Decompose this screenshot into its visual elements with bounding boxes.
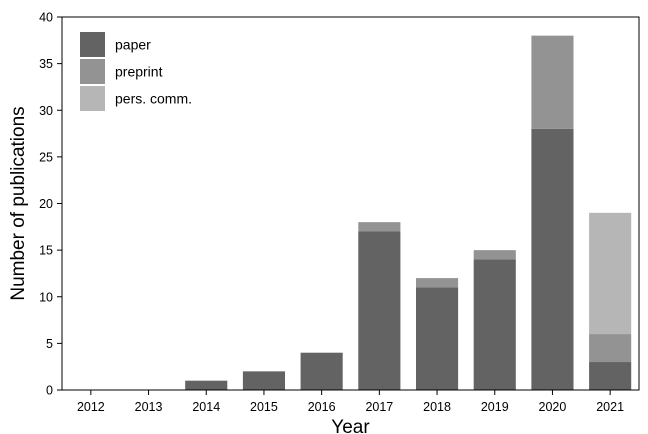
y-tick-label: 10 [39,290,53,304]
y-axis-label: Number of publications [8,106,29,300]
bar-2016-paper [300,352,343,390]
x-tick-label: 2019 [481,400,509,414]
y-tick-label: 20 [39,197,53,211]
y-tick-label: 30 [39,104,53,118]
y-tick-label: 5 [46,337,53,351]
legend: paper preprint pers. comm. [80,32,192,111]
bars-group [185,35,632,390]
x-tick-label: 2015 [250,400,278,414]
x-axis-label: Year [331,417,370,434]
x-tick-label: 2016 [308,400,336,414]
bar-2019-preprint [473,250,516,260]
bar-2021-pers-comm [589,212,632,335]
y-tick-label: 15 [39,244,53,258]
bar-2014-paper [185,380,228,390]
legend-swatch [80,32,105,57]
bar-2021-preprint [589,334,632,363]
bar-2020-preprint [531,35,574,129]
bar-2017-preprint [358,222,401,232]
legend-label: paper [115,37,151,53]
bar-2021-paper [589,362,632,390]
legend-label: preprint [115,64,163,80]
legend-label: pers. comm. [115,91,192,107]
bar-2015-paper [242,371,286,390]
x-tick-label: 2014 [192,400,220,414]
x-tick-label: 2012 [77,400,105,414]
y-tick-label: 0 [46,384,53,398]
bar-2019-paper [473,259,516,390]
y-tick-label: 35 [39,57,53,71]
x-tick-label: 2020 [539,400,567,414]
bar-2017-paper [358,231,401,390]
legend-swatch [80,59,105,84]
y-tick-label: 40 [39,11,53,25]
x-tick-label: 2021 [596,400,624,414]
y-tick-label: 25 [39,150,53,164]
bar-2020-paper [531,128,574,390]
y-axis-ticks: 0 5 10 15 20 25 30 35 40 [39,11,62,398]
x-tick-label: 2013 [135,400,163,414]
bar-2018-paper [415,287,459,390]
x-axis-ticks: 2012 2013 2014 2015 2016 2017 2018 2019 2020 2021 [77,390,624,414]
x-tick-label: 2017 [365,400,393,414]
legend-swatch [80,86,105,111]
bar-2018-preprint [415,278,459,288]
x-tick-label: 2018 [423,400,451,414]
